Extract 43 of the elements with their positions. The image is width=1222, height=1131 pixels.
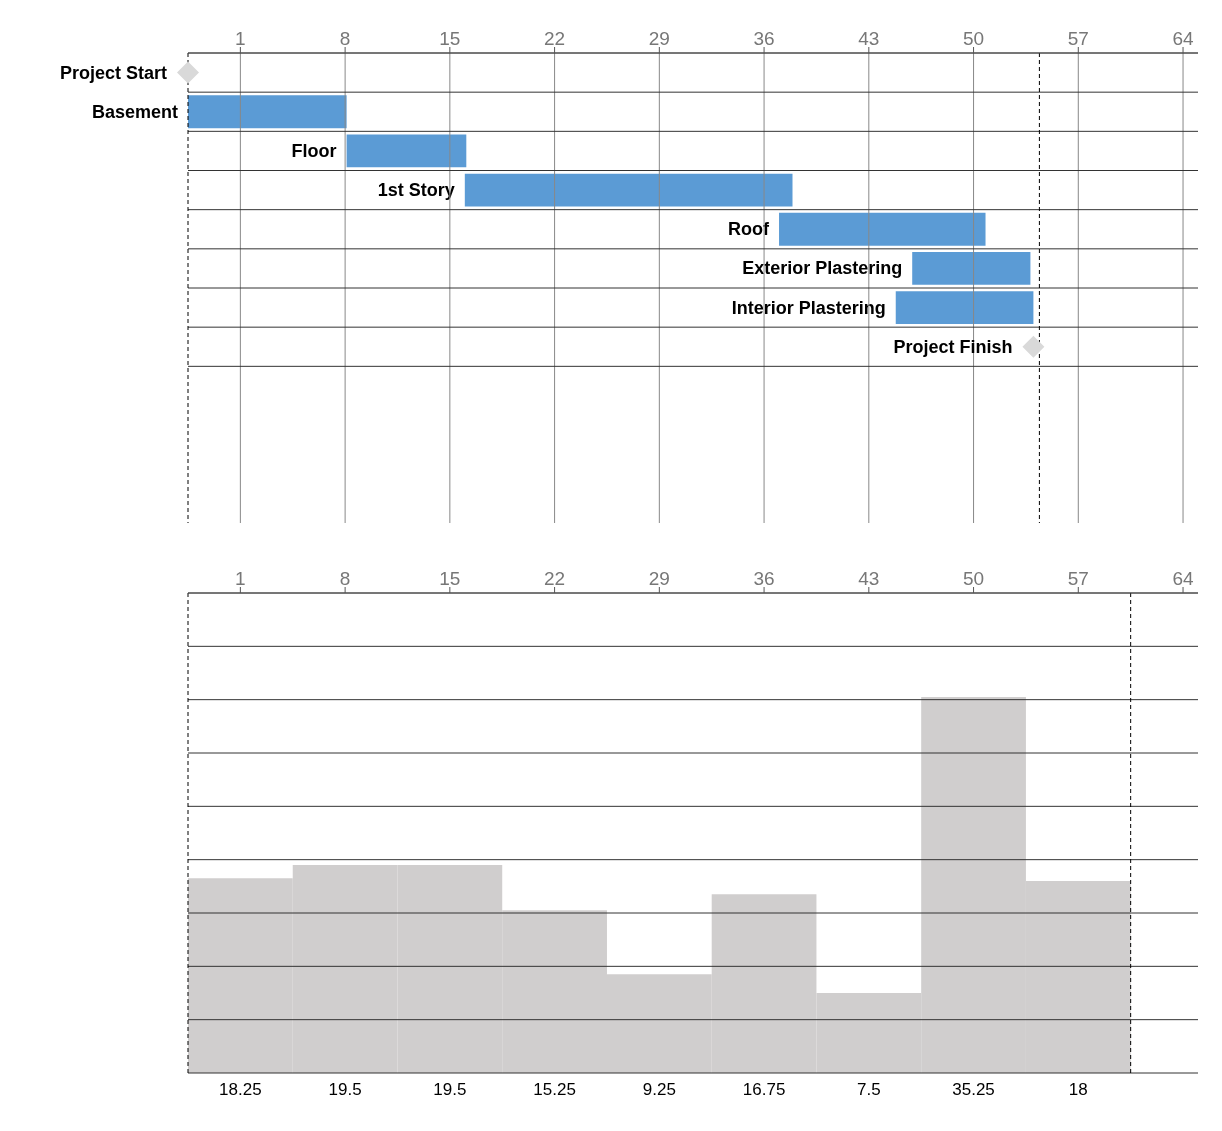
bar bbox=[895, 291, 1034, 325]
bar bbox=[912, 251, 1031, 285]
x-tick-label: 50 bbox=[962, 568, 985, 589]
data-label: 35.25 bbox=[952, 1080, 995, 1099]
category-label: Interior Plastering bbox=[731, 297, 886, 318]
bar bbox=[188, 95, 347, 129]
x-tick-label: 15 bbox=[439, 28, 461, 49]
x-tick-label: 64 bbox=[1172, 568, 1195, 589]
x-tick-label: 15 bbox=[439, 568, 461, 589]
x-tick-label: 50 bbox=[962, 28, 985, 49]
x-tick-label: 36 bbox=[753, 28, 775, 49]
category-label: 1st Story bbox=[377, 180, 455, 201]
data-label: 15.25 bbox=[533, 1080, 576, 1099]
x-tick-label: 1 bbox=[235, 568, 246, 589]
x-tick-label: 57 bbox=[1067, 28, 1089, 49]
data-label: 16.75 bbox=[742, 1080, 786, 1099]
category-label: Exterior Plastering bbox=[742, 258, 903, 279]
category-label: Floor bbox=[291, 140, 337, 161]
data-label: 18 bbox=[1068, 1080, 1088, 1099]
category-label: Project Start bbox=[59, 62, 167, 83]
x-tick-label: 1 bbox=[235, 28, 246, 49]
data-label: 19.5 bbox=[433, 1080, 467, 1099]
x-tick-label: 43 bbox=[858, 568, 880, 589]
x-tick-label: 57 bbox=[1067, 568, 1089, 589]
x-tick-label: 29 bbox=[648, 28, 670, 49]
x-tick-label: 22 bbox=[544, 568, 566, 589]
category-label: Project Finish bbox=[893, 336, 1013, 357]
data-label: 9.25 bbox=[642, 1080, 676, 1099]
category-label: Basement bbox=[91, 101, 178, 122]
data-label: 7.5 bbox=[856, 1080, 881, 1099]
category-label: Roof bbox=[728, 219, 770, 240]
bar bbox=[464, 173, 793, 207]
x-tick-label: 43 bbox=[858, 28, 880, 49]
bar bbox=[779, 212, 986, 246]
x-tick-label: 29 bbox=[648, 568, 670, 589]
bar bbox=[346, 134, 467, 168]
x-tick-label: 64 bbox=[1172, 28, 1195, 49]
data-label: 19.5 bbox=[328, 1080, 362, 1099]
x-tick-label: 22 bbox=[544, 28, 566, 49]
x-tick-label: 36 bbox=[753, 568, 775, 589]
x-tick-label: 8 bbox=[339, 568, 351, 589]
data-label: 18.25 bbox=[219, 1080, 262, 1099]
x-tick-label: 8 bbox=[339, 28, 351, 49]
